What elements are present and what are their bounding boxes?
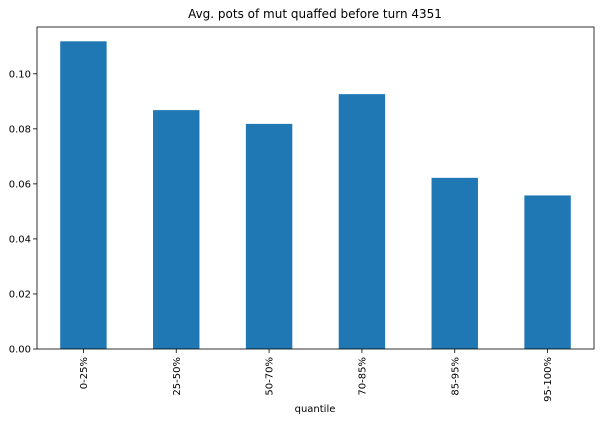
y-axis: 0.00 0.02 0.04 0.06 0.08 0.10	[9, 69, 37, 356]
y-tick-label: 0.10	[9, 69, 31, 80]
y-tick-label: 0.04	[9, 234, 31, 245]
x-tick-label: 0-25%	[79, 357, 90, 389]
x-axis: 0-25% 25-50% 50-70% 70-85% 85-95% 95-100%	[79, 349, 554, 402]
x-tick-label: 85-95%	[450, 357, 461, 396]
bar-0-25%	[60, 41, 107, 350]
y-tick-label: 0.02	[9, 289, 31, 300]
y-tick-label: 0.00	[9, 345, 31, 356]
y-tick-label: 0.08	[9, 124, 31, 135]
x-tick-label: 50-70%	[265, 357, 276, 396]
x-tick-label: 25-50%	[172, 357, 183, 396]
x-tick-label: 70-85%	[357, 357, 368, 396]
bar-95-100%	[524, 195, 571, 349]
bars-group	[60, 41, 571, 350]
y-tick-label: 0.06	[9, 179, 31, 190]
bar-25-50%	[153, 110, 200, 349]
bar-85-95%	[431, 177, 478, 349]
bar-70-85%	[338, 94, 386, 350]
chart-title: Avg. pots of mut quaffed before turn 435…	[188, 7, 442, 21]
plot-frame	[36, 26, 595, 350]
bar-50-70%	[245, 123, 293, 349]
x-axis-label: quantile	[295, 404, 336, 415]
x-tick-label: 95-100%	[543, 357, 554, 402]
